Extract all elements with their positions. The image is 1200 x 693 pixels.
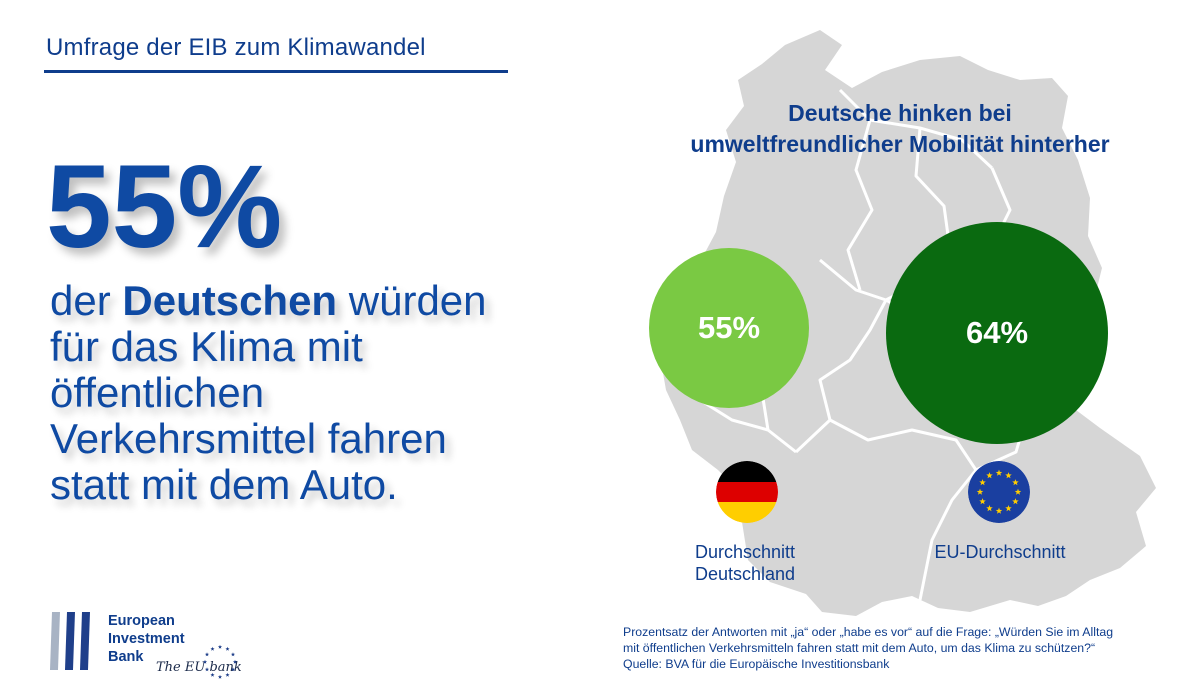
eu-star-icon xyxy=(979,479,986,486)
source-note: Quelle: BVA für die Europäische Investit… xyxy=(623,657,890,671)
statement-line-4: Verkehrsmittel fahren xyxy=(50,415,447,462)
logo-star-icon xyxy=(217,674,223,679)
eu-star-icon xyxy=(1005,505,1012,512)
eib-logo-icon xyxy=(50,612,90,670)
logo-star-icon xyxy=(202,659,208,664)
statement-emphasis: Deutschen xyxy=(122,277,338,324)
logo-star-icon xyxy=(230,667,236,672)
germany-flag-icon xyxy=(716,461,778,523)
statement-line-3: öffentlichen xyxy=(50,369,265,416)
comparison-title: Deutsche hinken bei umweltfreundlicher M… xyxy=(690,100,1110,157)
eib-logo-text: European Investment Bank xyxy=(108,613,185,665)
eu-caption: EU-Durchschnitt xyxy=(934,542,1066,562)
footnote: Prozentsatz der Antworten mit „ja“ oder … xyxy=(623,624,1193,672)
eu-star-icon xyxy=(1014,488,1022,495)
eu-star-icon xyxy=(986,505,993,512)
logo-star-icon xyxy=(204,667,210,672)
statement-line-2: für das Klima mit xyxy=(50,323,363,370)
eu-star-icon xyxy=(979,498,986,505)
eu-star-icon xyxy=(986,472,993,479)
logo-star-icon xyxy=(230,652,236,657)
statement-line-5: statt mit dem Auto. xyxy=(50,461,398,508)
header-title: Umfrage der EIB zum Klimawandel xyxy=(46,34,426,61)
logo-star-icon xyxy=(210,672,215,677)
headline-statement: der Deutschen würden für das Klima mit ö… xyxy=(50,278,610,508)
logo-star-icon xyxy=(210,646,215,651)
headline-percent: 55% xyxy=(46,141,283,273)
germany-bubble: 55% xyxy=(649,248,809,408)
eib-tagline: The EU bank xyxy=(156,660,242,675)
eu-star-icon xyxy=(1005,472,1012,479)
logo-star-icon xyxy=(204,652,210,657)
logo-star-icon xyxy=(232,659,238,664)
logo-star-icon xyxy=(225,672,230,677)
logo-star-icon xyxy=(225,646,230,651)
germany-value: 55% xyxy=(697,310,761,345)
eu-star-icon xyxy=(995,507,1003,514)
eu-flag-icon xyxy=(968,461,1030,523)
star-ring-icon xyxy=(202,644,238,679)
eu-star-icon xyxy=(1012,479,1019,486)
germany-caption: Durchschnitt Deutschland xyxy=(694,542,796,584)
eu-star-icon xyxy=(976,488,984,495)
header-underline xyxy=(44,70,508,73)
eu-star-icon xyxy=(995,469,1003,476)
eu-star-icon xyxy=(1012,498,1019,505)
eu-bubble: 64% xyxy=(886,222,1108,444)
eu-value: 64% xyxy=(965,315,1029,350)
statement-line-1: der Deutschen würden xyxy=(50,277,487,324)
logo-star-icon xyxy=(217,644,223,649)
